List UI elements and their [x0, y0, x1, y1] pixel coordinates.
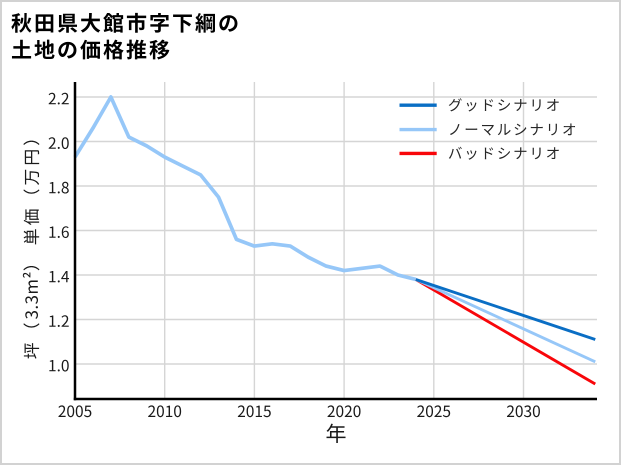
y-axis-label-text: 坪（3.3m²）単価（万円） [23, 165, 42, 359]
y-tick-1.2: 1.2 [49, 315, 69, 328]
data-series [73, 95, 596, 386]
tick-labels: 1.0 1.2 1.4 1.6 1.8 2.0 2.2 2005 2010 2015 2020 202… [48, 92, 540, 418]
y-axis-label: 坪（3.3m²）単価（万円） [22, 140, 42, 359]
y-tick-1.8: 1.8 [49, 181, 69, 194]
series-1 [415, 278, 596, 386]
axes-spines [73, 82, 597, 401]
y-tick-2.0: 2.0 [48, 137, 69, 150]
chart-title: 秋田県大館市字下綱の土地の価格推移 [11, 12, 238, 60]
y-tick-2.2: 2.2 [48, 92, 69, 105]
x-tick-2010: 2010 [148, 405, 182, 418]
x-tick-2030: 2030 [506, 405, 540, 418]
x-tick-2015: 2015 [237, 405, 271, 418]
title-line1: 秋田県大館市字下綱の [11, 12, 238, 33]
y-tick-1.4: 1.4 [49, 270, 70, 283]
y-tick-1.6: 1.6 [49, 226, 69, 239]
legend-item-0: グッドシナリオ [399, 97, 559, 114]
legend-label-2: バッドシナリオ [448, 147, 550, 163]
legend-label-0: グッドシナリオ [448, 97, 550, 114]
series-0 [73, 95, 417, 282]
x-tick-2020: 2020 [327, 405, 361, 418]
x-axis-label: 年 [326, 423, 346, 443]
grid-lines [74, 82, 597, 399]
legend-item-2: バッドシナリオ [399, 146, 559, 163]
legend-label-1: ノーマルシナリオ [448, 123, 564, 139]
series-3 [415, 278, 596, 341]
axis-labels: 年 坪（3.3m²）単価（万円） [22, 140, 346, 443]
y-tick-1.0: 1.0 [49, 359, 69, 372]
x-tick-2005: 2005 [58, 405, 92, 418]
x-tick-2025: 2025 [417, 405, 451, 418]
title-line2: 土地の価格推移 [11, 39, 170, 60]
legend-item-1: ノーマルシナリオ [399, 123, 576, 139]
series-2 [415, 278, 596, 364]
